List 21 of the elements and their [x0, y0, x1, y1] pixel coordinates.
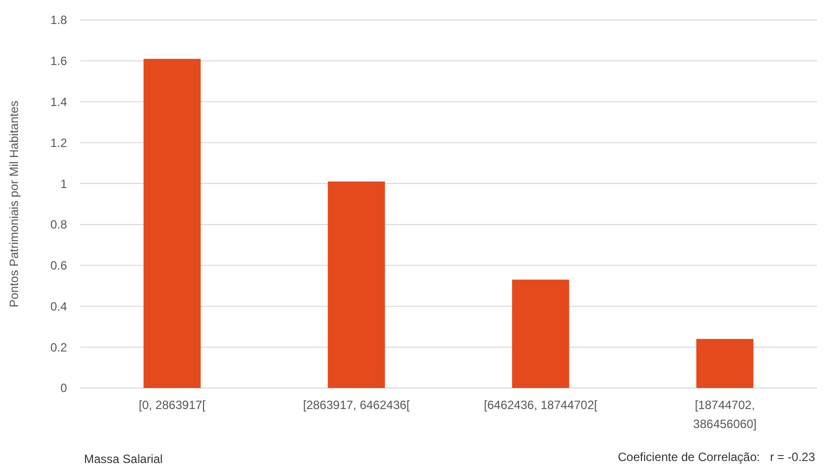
- x-axis-title: Massa Salarial: [84, 452, 163, 466]
- y-tick-label: 1.6: [50, 54, 68, 68]
- y-tick-label: 0: [60, 381, 68, 396]
- x-tick-label: [0, 2863917[: [138, 398, 206, 412]
- y-axis-title: Pontos Patrimoniais por Mil Habitantes: [7, 100, 21, 308]
- text: Coeficiente de Correlação: r = -0.23: [618, 450, 816, 464]
- y-tick-label: 0.2: [50, 340, 68, 354]
- bar: [696, 338, 754, 388]
- bar: [144, 58, 201, 388]
- bar: [328, 182, 385, 388]
- x-tick-label: [2863917, 6462436[: [302, 398, 410, 412]
- y-tick-label: 0.8: [50, 218, 68, 232]
- x-tick-label: [6462436, 18744702[: [484, 398, 598, 412]
- y-tick-label: 1: [60, 176, 68, 191]
- y-tick-label: 1.4: [50, 94, 68, 109]
- y-tick-label: 0.4: [50, 299, 68, 314]
- bar: [512, 280, 570, 388]
- y-tick-label: 0.6: [50, 258, 68, 273]
- y-tick-label: 1.8: [50, 13, 68, 28]
- y-tick-label: 1.2: [50, 136, 68, 150]
- x-tick-label: [18744702, 386456060]: [693, 398, 757, 431]
